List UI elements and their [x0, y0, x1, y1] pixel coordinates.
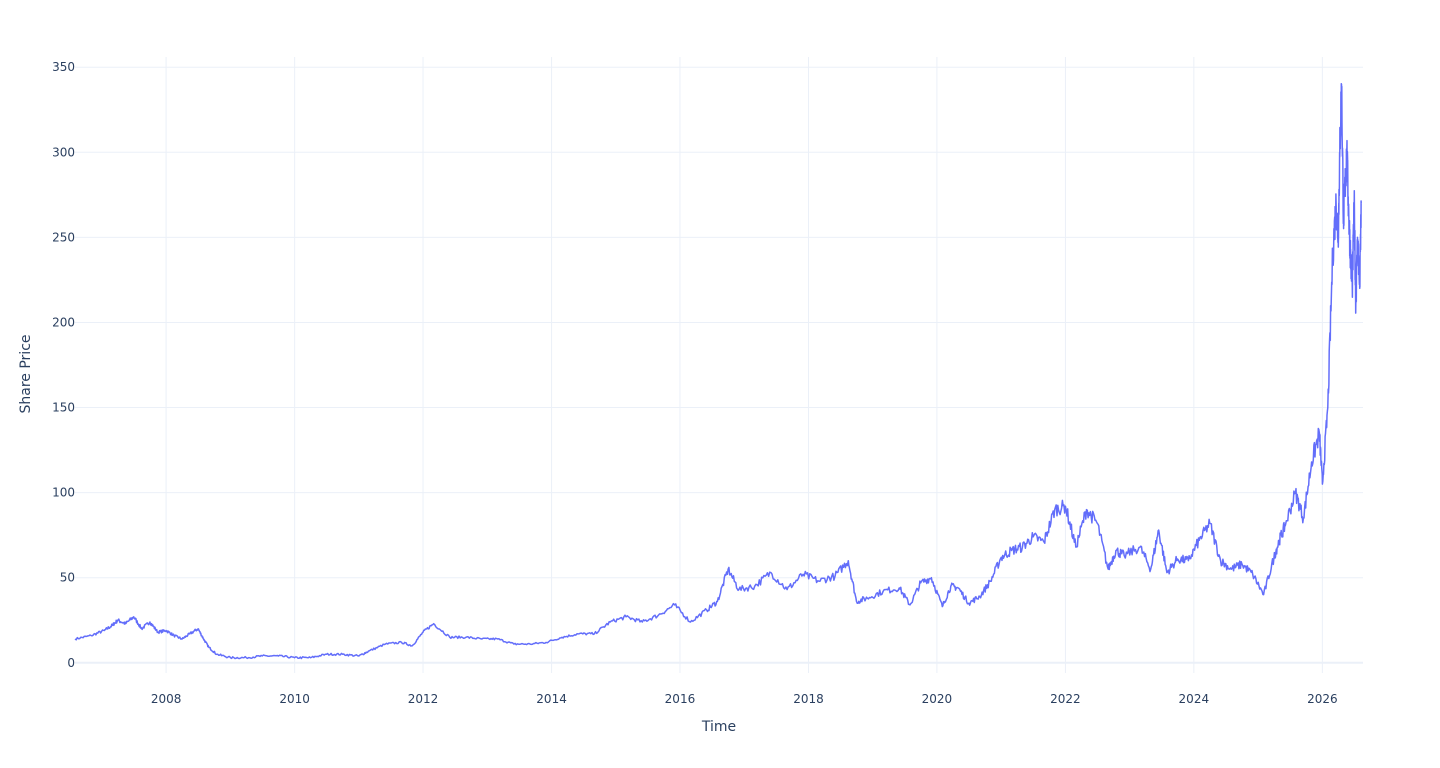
series-layer	[74, 82, 1362, 660]
x-tick-label: 2026	[1307, 692, 1338, 706]
y-tick-label: 250	[52, 230, 75, 244]
x-tick-label: 2020	[922, 692, 953, 706]
x-tick-label: 2024	[1179, 692, 1210, 706]
x-tick-labels: 2008 2010 2012 2014 2016 2018 2020 2022 2024 2026	[151, 692, 1338, 706]
y-tick-label: 300	[52, 145, 75, 159]
x-tick-label: 2016	[665, 692, 696, 706]
y-tick-label: 350	[52, 60, 75, 74]
y-tick-label: 150	[52, 401, 75, 415]
y-tick-label: 200	[52, 315, 75, 329]
y-tick-labels: 0 50 100 150 200 250 300 350	[52, 60, 75, 670]
x-tick-label: 2010	[279, 692, 310, 706]
x-tick-label: 2022	[1050, 692, 1081, 706]
x-tick-label: 2018	[793, 692, 824, 706]
x-axis-title: Time	[701, 719, 736, 735]
x-gridlines	[165, 57, 1323, 673]
y-tick-label: 0	[67, 656, 75, 670]
y-gridlines	[75, 66, 1363, 664]
y-axis-title: Share Price	[18, 334, 34, 413]
x-tick-label: 2012	[408, 692, 439, 706]
x-tick-label: 2008	[151, 692, 182, 706]
y-tick-label: 100	[52, 486, 75, 500]
x-tick-label: 2014	[536, 692, 567, 706]
share-price-line	[74, 82, 1362, 660]
y-tick-label: 50	[60, 571, 75, 585]
